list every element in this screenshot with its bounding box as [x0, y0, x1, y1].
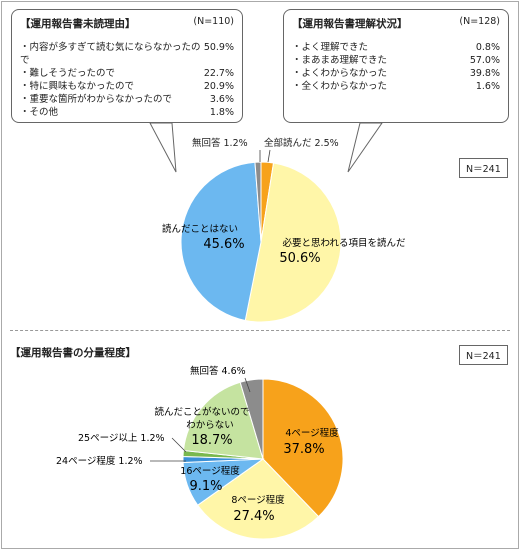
callout-left-row-value: 1.8%	[209, 107, 234, 118]
callout-left-tail	[149, 122, 177, 173]
pie1-label-needed: 必要と思われる項目を読んだ	[282, 237, 406, 249]
pie2-label-4p: 4ページ程度	[285, 427, 339, 439]
pie-chart-volume	[182, 378, 344, 540]
callout-right-title: 【運用報告書理解状況】	[292, 18, 408, 30]
pie2-label-unknown-2: わからない	[186, 420, 234, 431]
callout-left-row: ・その他 1.8%	[20, 106, 234, 119]
pie2-slice-1	[196, 458, 320, 540]
pie2-slice-5	[182, 381, 264, 460]
pie2-pct-8p: 27.4%	[233, 509, 274, 524]
callout-left-row-value: 22.7%	[203, 68, 234, 79]
pie2-pct-4p: 37.8%	[283, 442, 324, 457]
callout-right-row-label: ・よく理解できた	[292, 42, 369, 53]
callout-right-row-label: ・よくわからなかった	[292, 68, 388, 79]
callout-left-row: ・難しそうだったので 22.7%	[20, 67, 234, 80]
callout-left-title-row: 【運用報告書未読理由】 (N=110)	[20, 16, 234, 31]
callout-left-row: ・重要な箇所がわからなかったので 3.6%	[20, 93, 234, 106]
pie2-label-24p: 24ページ程度 1.2%	[56, 455, 143, 467]
pie2-n-box: N＝241	[459, 345, 508, 365]
callout-right-row-value: 57.0%	[469, 55, 500, 66]
pie2-label-8p: 8ページ程度	[231, 494, 285, 506]
pie1-n-box: N＝241	[459, 158, 508, 178]
callout-left-row: ・特に興味もなかったので 20.9%	[20, 80, 234, 93]
callout-left-row-value: 3.6%	[209, 94, 234, 105]
pie1-slice-2	[180, 161, 262, 322]
pie2-label-unknown-1: 読んだことがないので	[154, 406, 249, 418]
pie2-slice-6	[239, 378, 264, 460]
callout-right-row-value: 39.8%	[469, 68, 500, 79]
callout-left-row-label: ・難しそうだったので	[20, 68, 116, 79]
callout-left-row-value: 20.9%	[203, 81, 234, 92]
pie2-leader-noanswer	[244, 377, 251, 393]
section-divider	[10, 330, 510, 331]
pie-chart-reading	[180, 161, 342, 323]
pie1-label-noanswer: 無回答 1.2%	[192, 137, 248, 149]
pie2-label-noanswer: 無回答 4.6%	[190, 365, 246, 377]
callout-left-row-label: ・その他	[20, 107, 59, 118]
callout-right-row: ・よく理解できた 0.8%	[292, 41, 500, 54]
callout-left-n: (N=110)	[193, 16, 234, 27]
pie2-label-25p: 25ページ以上 1.2%	[78, 433, 165, 444]
pie2-pct-unknown: 18.7%	[191, 433, 232, 448]
pie1-label-never: 読んだことはない	[162, 223, 238, 235]
pie2-slice-0	[262, 378, 344, 518]
pie2-label-16p: 16ページ程度	[180, 465, 240, 477]
pie2-title: 【運用報告書の分量程度】	[10, 347, 136, 359]
callout-right-n: (N=128)	[459, 16, 500, 27]
pie1-label-all-read: 全部読んだ 2.5%	[264, 137, 339, 149]
callout-right-row: ・全くわからなかった 1.6%	[292, 80, 500, 93]
callout-right-row-label: ・まあまあ理解できた	[292, 55, 388, 66]
callout-understanding: 【運用報告書理解状況】 (N=128) ・よく理解できた 0.8% ・まあまあ理解で…	[283, 9, 509, 123]
callout-unread-reasons: 【運用報告書未読理由】 (N=110) ・内容が多すぎて読む気にならなかったので…	[11, 9, 243, 123]
callout-left-title: 【運用報告書未読理由】	[20, 18, 136, 30]
callout-right-row: ・まあまあ理解できた 57.0%	[292, 54, 500, 67]
callout-left-row-label: ・特に興味もなかったので	[20, 81, 135, 92]
callout-right-rows: ・よく理解できた 0.8% ・まあまあ理解できた 57.0% ・よくわからなかった 39.…	[292, 41, 500, 93]
callout-left-row-label: ・重要な箇所がわからなかったので	[20, 94, 173, 105]
callout-left-rows: ・内容が多すぎて読む気にならなかったので 50.9% ・難しそうだったので 22.7%…	[20, 41, 234, 119]
pie1-pct-needed: 50.6%	[279, 251, 320, 266]
pie2-leader-25p	[171, 437, 187, 453]
callout-right-tail	[347, 122, 383, 173]
pie1-slice-1	[244, 162, 342, 323]
callout-right-row-label: ・全くわからなかった	[292, 81, 388, 92]
callout-left-row-value: 50.9%	[203, 42, 234, 53]
callout-right-row-value: 0.8%	[475, 42, 500, 53]
callout-right-title-row: 【運用報告書理解状況】 (N=128)	[292, 16, 500, 31]
callout-left-row-label: ・内容が多すぎて読む気にならなかったので	[20, 42, 201, 66]
pie2-pct-16p: 9.1%	[189, 479, 222, 494]
pie1-leader-all-read	[267, 149, 271, 163]
pie1-pct-never: 45.6%	[203, 237, 244, 252]
pie1-slice-3	[254, 161, 262, 243]
callout-right-row: ・よくわからなかった 39.8%	[292, 67, 500, 80]
callout-left-row: ・内容が多すぎて読む気にならなかったので 50.9%	[20, 41, 234, 67]
callout-right-row-value: 1.6%	[475, 81, 500, 92]
